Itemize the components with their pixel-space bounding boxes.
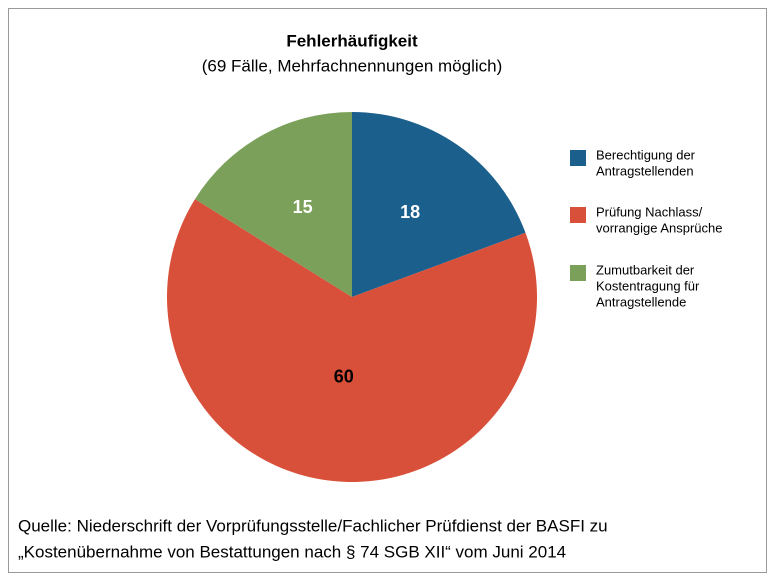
legend-label: Zumutbarkeit der (596, 262, 695, 277)
legend-label: Berechtigung der (596, 147, 696, 162)
pie-slice (352, 112, 526, 297)
value-label: 60 (334, 367, 354, 387)
value-label: 18 (400, 202, 420, 222)
source-note: Quelle: Niederschrift der Vorprüfungsste… (18, 516, 608, 535)
pie-slice (166, 199, 537, 483)
value-label: 15 (293, 197, 313, 217)
chart-subtitle: (69 Fälle, Mehrfachnennungen möglich) (202, 56, 503, 75)
legend-label: Antragstellenden (596, 163, 694, 178)
legend-label: vorrangige Ansprüche (596, 220, 722, 235)
legend-label: Antragstellende (596, 294, 686, 309)
pie-slice (195, 112, 352, 297)
source-note: „Kostenübernahme von Bestattungen nach §… (18, 542, 566, 561)
legend-label: Kostentragung für (596, 278, 700, 293)
chart-title: Fehlerhäufigkeit (286, 31, 418, 50)
legend-swatch (570, 150, 586, 166)
legend-swatch (570, 265, 586, 281)
legend-label: Prüfung Nachlass/ (596, 204, 703, 219)
legend-swatch (570, 207, 586, 223)
